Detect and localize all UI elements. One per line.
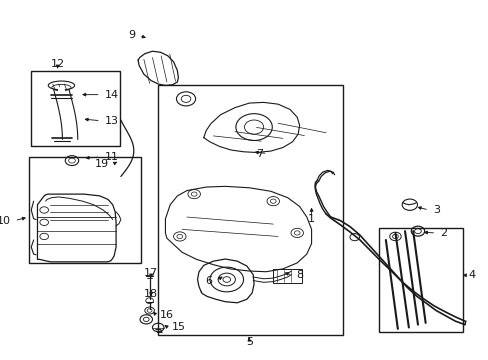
Text: 13: 13 [104, 116, 118, 126]
Text: 8: 8 [296, 270, 303, 280]
Text: 6: 6 [204, 275, 211, 285]
Text: 16: 16 [160, 310, 173, 320]
Text: 10: 10 [0, 216, 11, 226]
Text: 15: 15 [171, 323, 185, 333]
Text: 12: 12 [50, 59, 64, 68]
Text: 11: 11 [104, 152, 118, 162]
Text: 14: 14 [104, 90, 119, 100]
Bar [273, 269, 302, 283]
Text: 19: 19 [95, 159, 109, 169]
Bar [29, 157, 141, 263]
Text: 3: 3 [432, 205, 439, 215]
Text: 7: 7 [256, 149, 263, 158]
Text: 2: 2 [439, 228, 446, 238]
Bar [158, 85, 342, 335]
Bar [31, 71, 120, 147]
Text: 18: 18 [143, 289, 158, 298]
Text: 9: 9 [128, 30, 135, 40]
Text: 17: 17 [143, 269, 158, 279]
Text: 4: 4 [468, 270, 475, 280]
Bar [378, 228, 462, 332]
Text: 5: 5 [245, 337, 252, 347]
Text: 1: 1 [307, 214, 314, 224]
